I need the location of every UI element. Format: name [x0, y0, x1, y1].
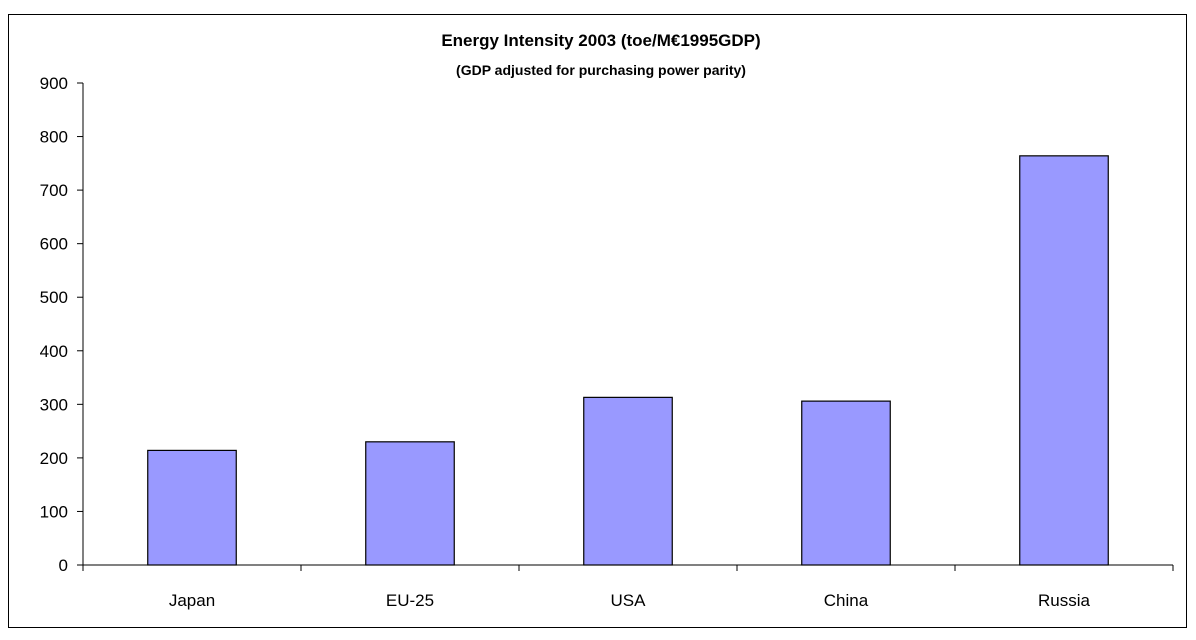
y-tick-label: 700 [40, 181, 68, 200]
x-tick-label: China [824, 591, 869, 610]
y-tick-label: 900 [40, 74, 68, 93]
y-tick-label: 200 [40, 449, 68, 468]
y-tick-label: 400 [40, 342, 68, 361]
bar-china [801, 400, 891, 566]
bar-eu-25 [365, 441, 455, 566]
x-tick-label: USA [611, 591, 647, 610]
y-axis: 0 100 200 300 400 500 600 700 800 900 [40, 74, 84, 575]
bar-russia [1019, 155, 1109, 566]
y-tick-label: 300 [40, 395, 68, 414]
x-tick-label: EU-25 [386, 591, 434, 610]
bars [147, 155, 1109, 566]
y-tick-label: 0 [59, 556, 68, 575]
y-tick-label: 500 [40, 288, 68, 307]
x-axis: Japan EU-25 USA China Russia [82, 564, 1174, 610]
y-tick-label: 100 [40, 502, 68, 521]
y-tick-label: 600 [40, 235, 68, 254]
bar-usa [583, 396, 673, 566]
x-tick-label: Russia [1038, 591, 1091, 610]
x-tick-label: Japan [169, 591, 215, 610]
y-tick-label: 800 [40, 128, 68, 147]
chart-subtitle: (GDP adjusted for purchasing power parit… [456, 62, 746, 78]
chart-title: Energy Intensity 2003 (toe/M€1995GDP) [441, 31, 760, 50]
bar-japan [147, 449, 237, 566]
